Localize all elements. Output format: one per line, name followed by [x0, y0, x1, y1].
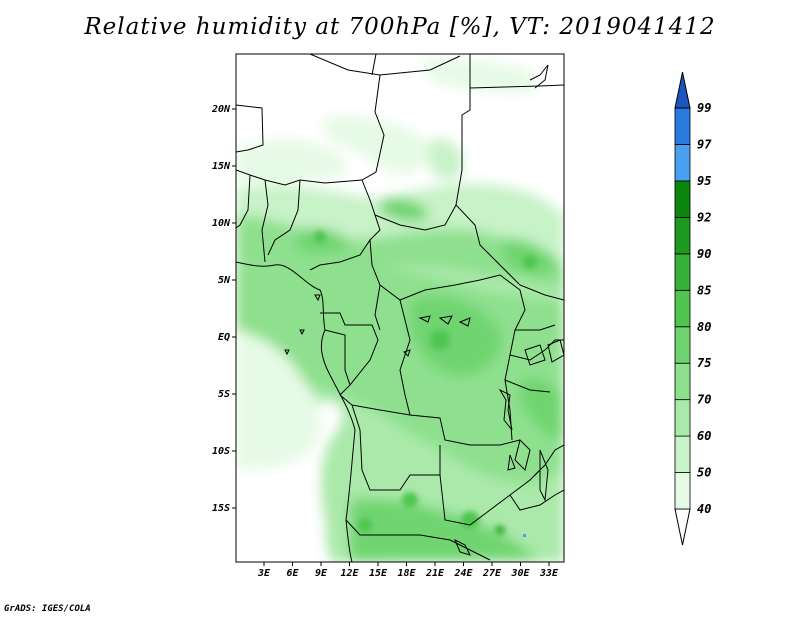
colorbar-segment	[674, 216, 691, 255]
lon-tick-label: 24E	[453, 568, 473, 579]
colorbar-segment	[674, 107, 691, 145]
lon-tick-label: 9E	[315, 568, 328, 579]
grads-credit: GrADS: IGES/COLA	[4, 604, 91, 614]
lon-tick-label: 33E	[539, 568, 559, 579]
colorbar-segment	[674, 71, 691, 109]
lat-tick-label: EQ	[218, 332, 230, 343]
colorbar-label: 75	[697, 356, 711, 370]
colorbar-label: 99	[697, 101, 711, 115]
colorbar-segment	[674, 289, 691, 328]
colorbar: 40 50 60 70 75 80 85 90 92 95 97 99	[674, 71, 712, 546]
colorbar-segment	[674, 399, 691, 437]
lon-tick-label: 21E	[425, 568, 445, 579]
map-frame	[235, 53, 565, 563]
lon-tick-label: 18E	[397, 568, 416, 579]
lat-tick-label: 10S	[212, 446, 230, 457]
lat-tick-label: 5S	[218, 389, 230, 400]
colorbar-segment	[674, 435, 691, 473]
colorbar-label: 70	[697, 393, 711, 407]
lat-tick-label: 15N	[212, 161, 231, 172]
colorbar-label: 92	[697, 210, 711, 224]
colorbar-segment	[674, 508, 691, 546]
lon-tick-label: 3E	[257, 568, 271, 579]
colorbar-label: 97	[697, 138, 712, 152]
lat-tick-label: 10N	[212, 218, 231, 229]
lat-tick-label: 15S	[212, 503, 230, 514]
lon-tick-label: 15E	[369, 568, 388, 579]
colorbar-label: 60	[697, 429, 711, 443]
lon-tick-label: 12E	[340, 568, 359, 579]
colorbar-label: 90	[697, 247, 711, 261]
colorbar-segment	[674, 253, 691, 291]
colorbar-segment	[674, 144, 691, 182]
lat-tick-label: 20N	[211, 104, 231, 115]
colorbar-label: 50	[697, 466, 711, 480]
colorbar-label: 40	[697, 502, 711, 516]
lat-tick-label: 5N	[218, 275, 231, 286]
colorbar-label: 85	[697, 283, 711, 297]
colorbar-segment	[674, 326, 691, 364]
colorbar-segment	[674, 362, 691, 401]
humidity-field	[236, 54, 564, 562]
map-title: Relative humidity at 700hPa [%], VT: 201…	[84, 14, 716, 40]
colorbar-segment	[674, 472, 691, 510]
colorbar-segment	[674, 180, 691, 218]
colorbar-label: 80	[697, 320, 711, 334]
colorbar-label: 95	[697, 174, 711, 188]
lon-tick-label: 30E	[510, 568, 530, 579]
lon-tick-label: 6E	[286, 568, 299, 579]
lon-tick-label: 27E	[482, 568, 502, 579]
country-borders	[236, 54, 564, 562]
